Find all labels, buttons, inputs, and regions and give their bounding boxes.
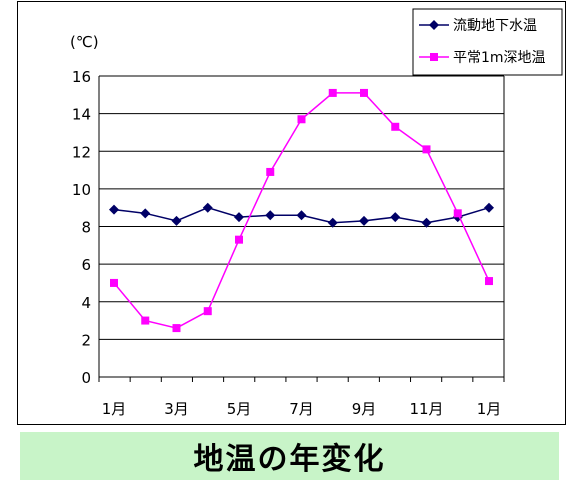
data-point [485, 277, 493, 286]
data-point [266, 167, 275, 176]
data-point [421, 217, 432, 228]
x-tick-label: 5月 [227, 400, 252, 418]
data-point [141, 316, 150, 325]
data-point [430, 53, 438, 61]
data-point [390, 212, 401, 223]
y-tick-label: 6 [81, 256, 91, 274]
legend-label: 流動地下水温 [453, 18, 537, 34]
data-point [110, 278, 118, 287]
data-point [453, 209, 462, 218]
data-point [203, 307, 212, 316]
data-point [328, 88, 337, 97]
chart-frame: 0 2 4 6 8 10 12 14 16 1月 3月 5月 7月 9月 11月 1月 (℃) 流動地下水温… [17, 1, 566, 425]
data-point [360, 88, 368, 97]
legend-label: 平常1m深地温 [453, 50, 546, 66]
y-tick-label: 2 [81, 331, 91, 349]
data-point [484, 202, 494, 213]
y-tick-label: 0 [81, 369, 91, 387]
chart-caption: 地温の年変化 [20, 432, 559, 480]
x-tick-label: 1月 [102, 400, 127, 418]
y-tick-label: 16 [72, 68, 91, 86]
data-point [422, 145, 431, 154]
data-point [359, 215, 369, 226]
x-tick-label: 1月 [477, 400, 502, 418]
x-tick-label: 9月 [352, 400, 377, 418]
data-point [109, 204, 119, 215]
data-point [235, 235, 243, 244]
y-tick-label: 12 [72, 143, 91, 161]
data-point [296, 210, 307, 221]
legend-entry: 流動地下水温 [419, 18, 537, 34]
data-point [327, 217, 338, 228]
data-point [172, 324, 181, 333]
grid-lines [99, 75, 504, 378]
x-tick-label: 11月 [409, 400, 443, 418]
series-group [109, 202, 494, 228]
y-axis-label: (℃) [70, 33, 99, 51]
data-point [265, 210, 276, 221]
y-tick-label: 4 [81, 294, 91, 312]
line-chart: 0 2 4 6 8 10 12 14 16 1月 3月 5月 7月 9月 11月 1月 (℃) 流動地下水温… [70, 8, 563, 418]
data-point [171, 215, 182, 226]
series-group [110, 88, 493, 333]
data-point [234, 212, 244, 223]
axes [98, 76, 505, 382]
x-tick-label: 7月 [289, 400, 314, 418]
x-tick-labels: 1月 3月 5月 7月 9月 11月 1月 [102, 400, 502, 418]
data-point [391, 122, 400, 131]
legend-box [412, 8, 563, 76]
y-tick-labels: 0 2 4 6 8 10 12 14 16 [72, 68, 91, 387]
y-tick-label: 14 [72, 106, 91, 124]
data-point [297, 115, 306, 124]
data-point [429, 20, 439, 30]
y-tick-label: 8 [81, 219, 91, 237]
data-point [140, 208, 151, 219]
x-tick-label: 3月 [164, 400, 189, 418]
legend-entry: 平常1m深地温 [419, 50, 546, 66]
series [109, 88, 494, 333]
y-tick-label: 10 [72, 181, 91, 199]
data-point [202, 202, 213, 213]
